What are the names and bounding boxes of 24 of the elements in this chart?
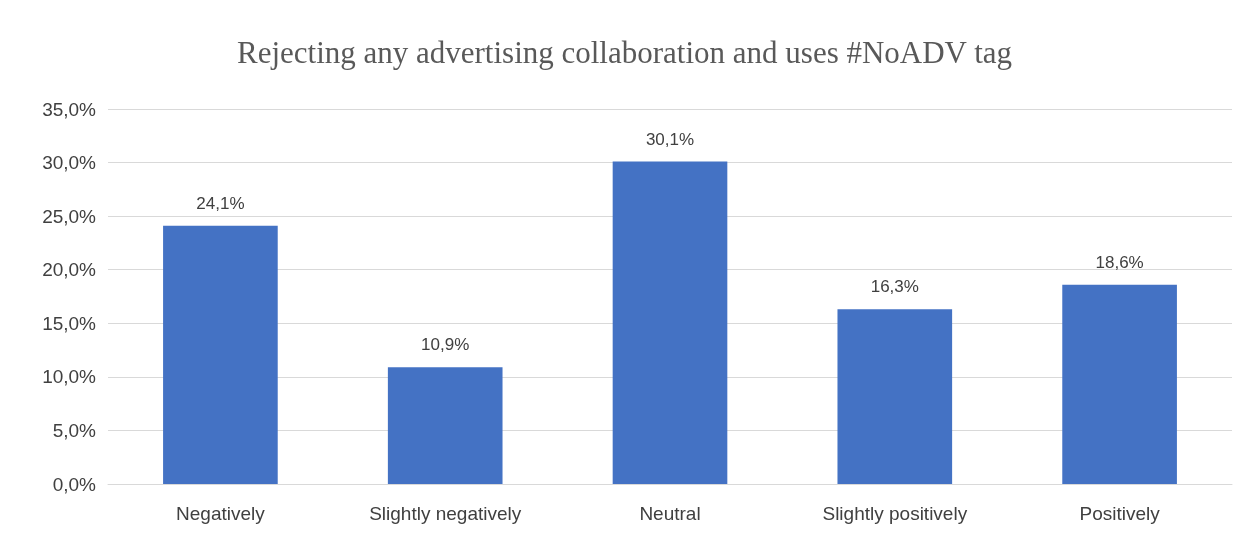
y-tick-label: 35,0% [42, 98, 97, 120]
x-tick-label: Neutral [639, 503, 701, 524]
y-tick-label: 25,0% [42, 205, 97, 227]
data-label: 30,1% [645, 129, 695, 149]
data-label: 16,3% [870, 277, 919, 297]
y-tick-label: 5,0% [52, 419, 97, 441]
bar [837, 309, 953, 484]
data-label: 18,6% [1095, 252, 1144, 272]
x-tick-label: Slightly negatively [369, 503, 522, 524]
y-tick-label: 10,0% [42, 366, 97, 388]
y-tick-label: 30,0% [42, 152, 97, 174]
data-label: 10,9% [421, 335, 470, 355]
x-tick-label: Slightly positively [822, 503, 968, 524]
bar [163, 225, 278, 484]
y-tick-label: 20,0% [42, 259, 97, 281]
x-tick-label: Negatively [176, 503, 266, 524]
bar [387, 367, 503, 484]
chart-title: Rejecting any advertising collaboration and uses #NoADV tag [236, 35, 1013, 70]
x-tick-label: Positively [1079, 503, 1161, 524]
y-tick-label: 15,0% [42, 312, 97, 334]
bar [1062, 284, 1177, 484]
data-label: 24,1% [196, 193, 245, 213]
bar [612, 161, 728, 484]
y-tick-label: 0,0% [52, 473, 97, 495]
